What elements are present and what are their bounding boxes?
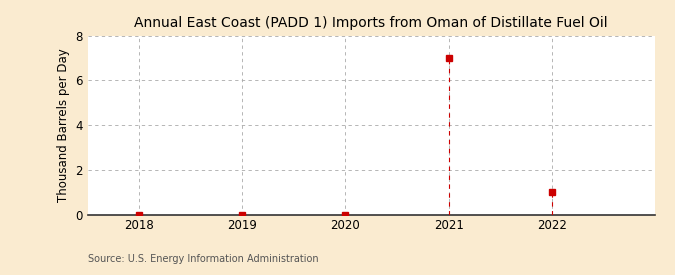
Text: Source: U.S. Energy Information Administration: Source: U.S. Energy Information Administ…	[88, 254, 319, 264]
Title: Annual East Coast (PADD 1) Imports from Oman of Distillate Fuel Oil: Annual East Coast (PADD 1) Imports from …	[134, 16, 608, 31]
Y-axis label: Thousand Barrels per Day: Thousand Barrels per Day	[57, 48, 70, 202]
